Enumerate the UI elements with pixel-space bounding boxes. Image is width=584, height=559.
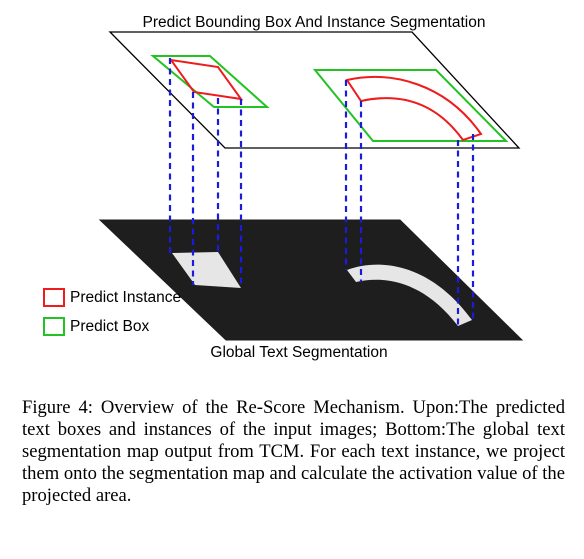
- prediction-plane: [110, 32, 519, 148]
- figure-caption: Figure 4: Overview of the Re-Score Mecha…: [22, 397, 565, 507]
- re-score-diagram: Predict Bounding Box And Instance Segmen…: [0, 0, 584, 380]
- legend-box-swatch: [44, 318, 64, 335]
- top-plane-label: Predict Bounding Box And Instance Segmen…: [143, 14, 486, 31]
- legend-box-label: Predict Box: [70, 318, 150, 335]
- bottom-plane-label: Global Text Segmentation: [210, 344, 387, 361]
- legend-instance-swatch: [44, 289, 64, 306]
- legend-instance-label: Predict Instance: [70, 289, 181, 306]
